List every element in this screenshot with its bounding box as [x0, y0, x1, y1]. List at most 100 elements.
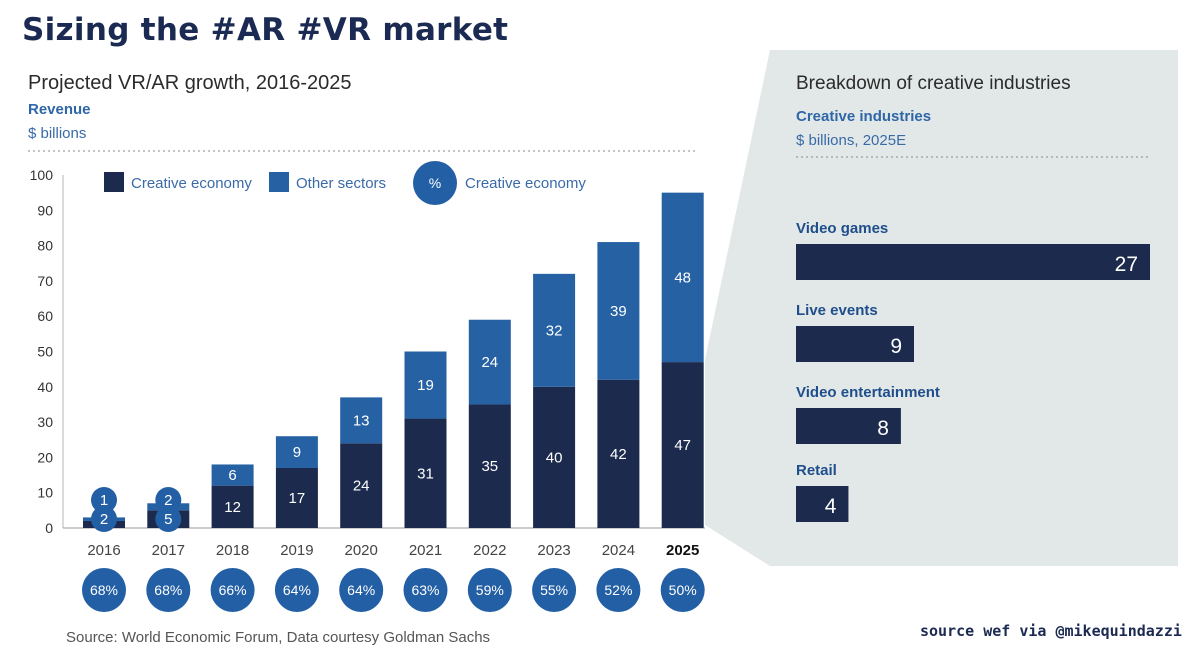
value-bubble [155, 487, 182, 513]
share-label: 52% [604, 582, 632, 598]
data-label-creative: 2 [100, 511, 108, 528]
x-tick-label: 2024 [602, 542, 635, 559]
data-label-creative: 47 [674, 437, 691, 454]
breakdown-value: 4 [825, 495, 837, 518]
share-label: 63% [411, 582, 439, 598]
share-circle [82, 568, 126, 612]
share-circle [210, 568, 255, 612]
breakdown-bar [796, 486, 849, 522]
value-bubble [91, 506, 117, 532]
data-label-creative: 42 [610, 446, 627, 463]
breakdown-value: 27 [1115, 253, 1138, 276]
data-label-other: 48 [674, 269, 691, 286]
bar-creative [340, 443, 383, 528]
share-label: 68% [90, 582, 118, 598]
x-axis-labels: 2016 2017 2018 2019 2020 2021 2022 2023 2024 2025 [87, 542, 699, 559]
legend: Creative economy Other sectors % Creativ… [104, 161, 586, 205]
breakdown-category-label: Retail [796, 462, 837, 479]
chart-title: Projected VR/AR growth, 2016-2025 [28, 72, 352, 94]
bar-other [340, 397, 383, 444]
x-tick-label: 2025 [666, 542, 699, 559]
credit: source wef via @mikequindazzi [920, 622, 1182, 640]
x-tick-label: 2016 [87, 542, 120, 559]
legend-label-other: Other sectors [296, 175, 386, 192]
stacked-bars: 2 1 5 2 12 6 17 9 24 13 31 19 35 24 40 32 42 39 47 48 [83, 192, 704, 532]
y-tick-label: 70 [37, 273, 53, 289]
breakdown-category-label: Video games [796, 220, 889, 237]
bar-other [468, 319, 511, 405]
breakdown-panel-background [705, 50, 1178, 566]
share-circle [403, 568, 448, 612]
data-label-other: 32 [546, 322, 563, 339]
x-tick-label: 2021 [409, 542, 442, 559]
share-circle [532, 568, 577, 612]
creative-share-circles: 68% 68% 66% 64% 64% 63% 59% 55% 52% 50% [82, 568, 705, 612]
bar-creative [597, 379, 640, 528]
share-label: 59% [476, 582, 504, 598]
data-label-other: 39 [610, 303, 627, 320]
share-label: 55% [540, 582, 568, 598]
y-tick-label: 40 [37, 379, 53, 395]
y-axis-ticks: 0 10 20 30 40 50 60 70 80 90 100 [30, 167, 54, 536]
legend-label-share: Creative economy [465, 175, 586, 192]
y-tick-label: 20 [37, 449, 53, 465]
legend-swatch-creative [104, 172, 124, 192]
data-label-creative: 35 [481, 458, 498, 475]
data-label-other: 19 [417, 377, 434, 394]
share-label: 50% [669, 582, 697, 598]
y-tick-label: 50 [37, 344, 53, 360]
breakdown-value: 9 [890, 335, 902, 358]
bar-creative [275, 467, 318, 528]
y-tick-label: 0 [45, 520, 53, 536]
data-label-other: 13 [353, 412, 370, 429]
bar-creative [661, 362, 704, 528]
panel-unit: $ billions, 2025E [796, 132, 907, 149]
data-label-creative: 12 [224, 499, 241, 516]
chart-unit: $ billions [28, 125, 87, 142]
bar-other [404, 351, 447, 419]
share-circle [660, 568, 705, 612]
breakdown-value: 8 [877, 417, 889, 440]
value-bubble [91, 487, 117, 513]
breakdown-bar [796, 408, 901, 444]
legend-swatch-other [269, 172, 289, 192]
bar-other [597, 242, 640, 380]
y-tick-label: 10 [37, 485, 53, 501]
share-label: 66% [219, 582, 247, 598]
y-tick-label: 30 [37, 414, 53, 430]
panel-title: Breakdown of creative industries [796, 73, 1071, 94]
data-label-creative: 40 [546, 449, 563, 466]
bar-creative [468, 404, 511, 528]
legend-share-symbol: % [429, 175, 441, 191]
data-label-creative: 17 [289, 490, 306, 507]
y-tick-label: 100 [30, 167, 54, 183]
y-tick-label: 80 [37, 238, 53, 254]
share-circle [339, 568, 384, 612]
x-tick-label: 2020 [345, 542, 378, 559]
x-tick-label: 2018 [216, 542, 249, 559]
data-label-other: 6 [228, 467, 236, 484]
breakdown-category-label: Live events [796, 302, 878, 319]
bar-other [661, 192, 704, 363]
share-label: 68% [154, 582, 182, 598]
breakdown-bar [796, 326, 914, 362]
share-circle [596, 568, 641, 612]
bar-other [275, 436, 318, 468]
bar-creative [404, 418, 447, 528]
data-label-other: 2 [164, 492, 172, 509]
legend-label-creative: Creative economy [131, 175, 252, 192]
x-tick-label: 2017 [152, 542, 185, 559]
x-tick-label: 2019 [280, 542, 313, 559]
legend-share-circle [413, 161, 457, 205]
share-circle [274, 568, 319, 612]
data-label-other: 9 [293, 444, 301, 461]
data-label-other: 24 [481, 354, 498, 371]
data-label-creative: 31 [417, 465, 434, 482]
bar-creative [533, 386, 576, 528]
x-tick-label: 2022 [473, 542, 506, 559]
breakdown-category-label: Video entertainment [796, 384, 940, 401]
breakdown-bar [796, 244, 1150, 280]
value-bubble [155, 506, 182, 532]
bar-other [533, 273, 576, 387]
